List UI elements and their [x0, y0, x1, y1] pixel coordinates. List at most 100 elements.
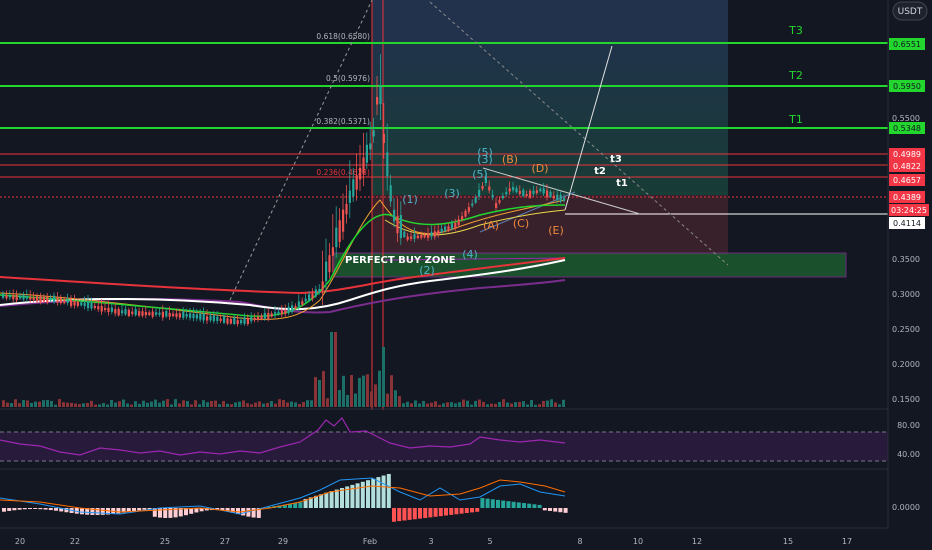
candle-body: [379, 85, 382, 105]
price-badge[interactable]: 0.4989: [889, 148, 925, 160]
macd-bar: [12, 508, 17, 511]
volume-bar: [130, 404, 133, 407]
volume-bar: [110, 399, 113, 407]
buy-zone-trend: [384, 257, 566, 261]
rsi-tick: 40.00: [897, 450, 920, 459]
volume-bar: [558, 404, 561, 407]
volume-bar: [38, 401, 41, 407]
macd-bar: [251, 508, 256, 518]
triangle-lower-line[interactable]: [479, 191, 576, 233]
candle-body: [308, 294, 311, 301]
candle-body: [280, 310, 283, 315]
candle-body: [56, 297, 59, 303]
candle-body: [32, 296, 35, 300]
macd-bar: [542, 508, 547, 511]
price-badge[interactable]: 0.4114: [889, 217, 925, 229]
candle-body: [199, 313, 202, 320]
volume-bar: [194, 400, 197, 407]
macd-bar: [340, 488, 344, 508]
macd-bar: [428, 508, 433, 518]
candle-body: [233, 317, 236, 324]
price-badge[interactable]: 0.4389: [889, 191, 925, 203]
currency-badge[interactable]: USDT: [892, 1, 928, 21]
volume-bar: [34, 401, 37, 407]
macd-bar: [288, 503, 292, 508]
candle-body: [382, 133, 385, 144]
candle-body: [257, 316, 260, 320]
fib-label-05: 0.5(0.5976): [326, 74, 370, 83]
macd-bar: [189, 508, 194, 514]
macd-bar: [22, 508, 27, 510]
candle-body: [430, 232, 433, 237]
price-badge[interactable]: 0.4657: [889, 174, 925, 186]
time-tick: 22: [70, 537, 80, 546]
candle-body: [304, 298, 307, 302]
buy-zone-box[interactable]: [333, 252, 847, 278]
macd-bar: [158, 508, 162, 518]
candle-body: [250, 317, 253, 322]
candle-body: [70, 299, 73, 307]
volume-bar: [522, 401, 525, 407]
price-badge[interactable]: 0.6551: [889, 38, 925, 50]
volume-bar: [502, 399, 505, 407]
candle-body: [423, 234, 426, 238]
candle-body: [372, 130, 375, 137]
volume-bar: [490, 403, 493, 407]
triangle-upper-line[interactable]: [482, 167, 641, 215]
candle-body: [331, 247, 334, 256]
price-badge[interactable]: 0.4822: [889, 160, 925, 172]
volume-bar: [302, 401, 305, 407]
candle-body: [287, 306, 290, 314]
ma-red: [0, 257, 566, 295]
macd-bar: [137, 508, 142, 511]
macd-bar: [2, 508, 6, 512]
macd-bar: [33, 508, 38, 510]
candle-body: [369, 143, 372, 150]
candle-body: [467, 207, 470, 212]
candle-body: [161, 311, 164, 318]
macd-bar: [173, 508, 178, 518]
macd-bar: [178, 508, 183, 517]
candle-body: [267, 312, 270, 320]
candle-body: [410, 236, 413, 239]
price-badge[interactable]: 0.5348: [889, 122, 925, 134]
candle-body: [413, 234, 416, 239]
projection-line[interactable]: [564, 45, 613, 211]
volume-bar: [362, 375, 365, 407]
macd-bar: [553, 508, 558, 512]
macd-bar: [282, 504, 287, 508]
macd-bar: [132, 508, 136, 512]
macd-bar: [485, 498, 490, 508]
macd-bar: [126, 508, 131, 512]
macd-bar: [184, 508, 188, 516]
volume-bar: [438, 404, 441, 407]
macd-bar: [17, 508, 22, 510]
candle-body: [121, 310, 124, 314]
candle-body: [124, 309, 127, 315]
candle-body: [549, 191, 552, 198]
fib-trend-dashed: [229, 0, 373, 301]
candle-body: [297, 301, 300, 308]
macd-bar: [464, 508, 469, 514]
volume-bar: [390, 375, 393, 407]
volume-bar: [134, 401, 137, 407]
fib-label-0618: 0.618(0.6580): [316, 32, 370, 41]
volume-bar: [506, 402, 509, 407]
price-badge-label: 0.6551: [893, 40, 921, 49]
price-badge-label: 0.5950: [893, 82, 921, 91]
volume-bar: [246, 403, 249, 407]
volume-bar: [498, 401, 501, 407]
volume-bar: [10, 403, 13, 407]
candle-body: [223, 315, 226, 323]
volume-bar: [398, 396, 401, 407]
price-badge[interactable]: 0.5950: [889, 80, 925, 92]
volume-bar: [442, 403, 445, 407]
macd-bar: [147, 508, 152, 510]
candle-body: [518, 191, 521, 194]
candle-body: [403, 231, 406, 237]
candlestick-series[interactable]: [2, 54, 566, 327]
candle-body: [365, 144, 368, 163]
volume-bar: [14, 399, 17, 407]
